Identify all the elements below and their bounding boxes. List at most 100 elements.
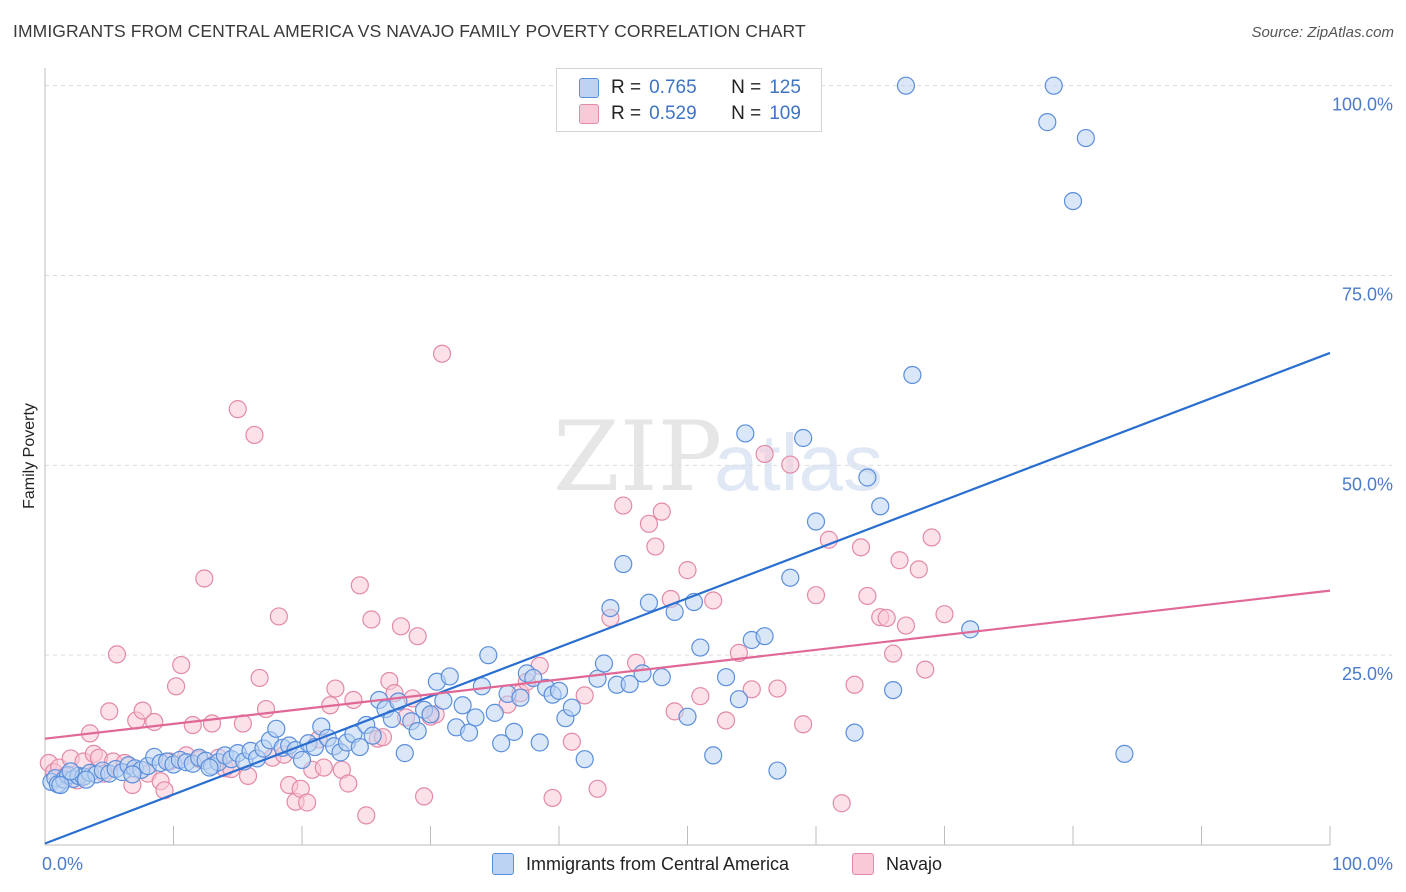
central-america-point [678, 707, 697, 726]
navajo-point [145, 712, 164, 732]
central-america-point [350, 737, 369, 757]
central-america-point [562, 698, 581, 717]
navajo-point [639, 514, 659, 533]
central-america-point [504, 722, 524, 741]
central-america-point [575, 750, 594, 769]
bottom-legend-swatch-pink [852, 853, 874, 875]
navajo-point [858, 586, 877, 606]
legend-r-label: R = [611, 103, 642, 124]
navajo-point [543, 788, 562, 808]
central-america-point [51, 775, 70, 795]
navajo-point [202, 714, 222, 733]
navajo-point [183, 715, 202, 735]
navajo-point [107, 645, 127, 664]
navajo-point [575, 686, 594, 705]
central-america-point [716, 668, 736, 687]
central-america-point [755, 627, 774, 646]
navajo-point [357, 806, 376, 825]
navajo-point [432, 344, 452, 363]
navajo-point [845, 675, 864, 694]
bottom-legend-label: Immigrants from Central America [526, 853, 790, 874]
central-america-point [871, 497, 890, 516]
central-america-point [639, 593, 659, 612]
central-america-point [614, 554, 633, 574]
navajo-point [314, 758, 333, 777]
central-america-point [395, 744, 414, 763]
navajo-point [716, 711, 736, 730]
navajo-point [768, 679, 787, 698]
navajo-point [298, 793, 317, 812]
central-america-point [601, 598, 620, 618]
central-america-point [1063, 191, 1083, 211]
legend-n-label: N = [731, 103, 762, 124]
axes [44, 68, 1331, 846]
central-america-point [896, 76, 916, 95]
central-america-point [1115, 744, 1134, 763]
navajo-point [228, 400, 247, 419]
navajo-point [414, 787, 434, 806]
central-america-point [633, 664, 652, 683]
gridlines [45, 85, 1392, 656]
chart-title: IMMIGRANTS FROM CENTRAL AMERICA VS NAVAJ… [13, 21, 806, 41]
y-axis-label: Family Poverty [21, 403, 38, 509]
navajo-point [646, 537, 665, 556]
bottom-legend-swatch-blue [492, 853, 514, 875]
navajo-point [172, 655, 191, 675]
navajo-point [562, 732, 581, 751]
central-america-point [594, 654, 614, 673]
navajo-point [890, 551, 909, 570]
central-america-point [61, 762, 80, 781]
central-america-point [292, 750, 312, 770]
trend-line-navajo [44, 589, 1331, 740]
central-america-point [961, 620, 980, 639]
navajo-point [704, 591, 723, 610]
navajo-point [652, 502, 671, 521]
bottom-legend-navajo[interactable]: Navajo [852, 852, 942, 876]
navajo-point [326, 679, 345, 698]
y-tick-label: 100.0% [1332, 95, 1393, 115]
navajo-point [877, 608, 896, 628]
central-america-point [1076, 128, 1095, 148]
navajo-point [794, 715, 813, 734]
navajo-point [916, 660, 935, 679]
central-america-point [479, 646, 498, 665]
central-america-point [652, 668, 671, 687]
central-america-point [806, 512, 826, 531]
central-america-point [453, 696, 472, 715]
navajo-point [678, 561, 697, 580]
legend-row-central-america: R = 0.765 N = 125 [579, 76, 801, 100]
central-america-point [883, 680, 903, 700]
legend-n-value: 125 [769, 77, 801, 98]
legend-r-value: 0.765 [649, 77, 697, 98]
central-america-point [588, 669, 607, 688]
navajo-point [408, 627, 427, 646]
central-america-point [530, 733, 549, 752]
navajo-point [350, 576, 369, 595]
central-america-point [485, 703, 504, 722]
navajo-point [362, 610, 381, 629]
navajo-point [100, 702, 119, 721]
central-america-point [511, 688, 530, 707]
central-america-point [492, 734, 511, 753]
central-america-point [781, 568, 800, 587]
navajo-point [339, 774, 358, 793]
central-america-point [363, 726, 382, 745]
central-america-point [858, 468, 877, 487]
navajo-point [909, 560, 928, 579]
central-america-point [768, 761, 787, 780]
watermark-zip: ZIP [553, 401, 722, 513]
y-tick-label: 50.0% [1342, 474, 1393, 494]
source-credit[interactable]: Source: ZipAtlas.com [1251, 24, 1394, 41]
central-america-point [549, 681, 569, 700]
navajo-point [896, 616, 916, 635]
navajo-point [755, 444, 774, 464]
central-america-point [845, 723, 864, 742]
navajo-point [133, 701, 152, 720]
navajo-point [883, 644, 903, 663]
navajo-point [269, 607, 288, 626]
bottom-legend-central-america[interactable]: Immigrants from Central America [492, 852, 789, 876]
central-america-point [421, 705, 440, 724]
central-america-point [620, 674, 639, 694]
central-america-point [691, 638, 710, 657]
